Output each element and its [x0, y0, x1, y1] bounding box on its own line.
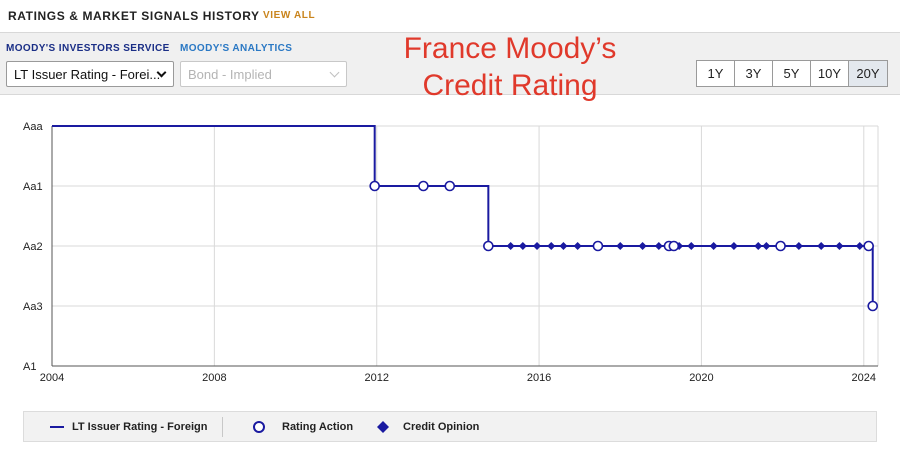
credit-opinion-marker	[533, 242, 542, 250]
rating-action-marker	[775, 240, 786, 252]
section-title: RATINGS & MARKET SIGNALS HISTORY	[8, 9, 260, 23]
period-button-10y[interactable]: 10Y	[811, 61, 849, 86]
market-signal-select[interactable]: Bond - Implied	[180, 61, 347, 87]
x-tick-label: 2020	[689, 372, 713, 384]
rating-action-marker	[418, 180, 429, 192]
annotation-overlay: France Moody’s Credit Rating	[360, 30, 660, 104]
y-tick-label: Aa3	[23, 301, 43, 313]
credit-opinion-marker	[835, 242, 844, 250]
credit-opinion-marker	[518, 242, 527, 250]
credit-opinion-marker	[573, 242, 582, 250]
credit-opinion-marker	[817, 242, 826, 250]
legend-divider	[222, 417, 223, 437]
y-tick-label: Aaa	[23, 121, 43, 133]
legend-item-line: LT Issuer Rating - Foreign	[50, 412, 207, 441]
legend-opinion-label: Credit Opinion	[403, 420, 480, 433]
credit-opinion-marker	[559, 242, 568, 250]
rating-action-marker	[592, 240, 604, 252]
rating-action-marker	[867, 300, 879, 312]
credit-opinion-marker	[687, 242, 696, 250]
legend-diamond-icon	[377, 420, 389, 433]
x-tick-label: 2004	[40, 372, 64, 384]
credit-opinion-marker	[654, 242, 663, 250]
rating-action-marker	[444, 180, 456, 192]
tab-moodys-investors-service[interactable]: MOODY'S INVESTORS SERVICE	[6, 43, 170, 54]
rating-action-marker	[863, 240, 874, 252]
y-tick-label: A1	[23, 361, 36, 373]
section-header: RATINGS & MARKET SIGNALS HISTORY VIEW AL…	[0, 0, 900, 32]
rating-history-chart: Aaa Aa1 Aa2 Aa3 A1 2004 2008 2012 2016 2020 2024	[23, 121, 879, 384]
legend-circle-icon	[253, 420, 265, 433]
x-tick-label: 2012	[364, 372, 388, 384]
view-all-link[interactable]: VIEW ALL	[263, 10, 316, 21]
credit-opinion-marker	[729, 242, 738, 250]
period-button-20y[interactable]: 20Y	[849, 61, 887, 86]
tab-moodys-analytics[interactable]: MOODY'S ANALYTICS	[180, 43, 293, 54]
rating-action-marker	[483, 240, 494, 252]
credit-opinion-marker	[616, 242, 625, 250]
series-line-lt-issuer-rating	[52, 125, 874, 306]
annotation-line-1: France Moody’s	[403, 32, 617, 65]
rating-action-marker	[668, 240, 680, 252]
credit-opinion-marker	[709, 242, 718, 250]
credit-opinion-marker	[547, 242, 556, 250]
x-tick-label: 2008	[202, 372, 226, 384]
market-signal-select-value: Bond - Implied	[188, 67, 272, 82]
chart-legend: LT Issuer Rating - Foreign Rating Action…	[23, 411, 877, 442]
credit-opinion-marker	[638, 242, 647, 250]
credit-opinion-marker	[754, 242, 763, 250]
x-tick-label: 2024	[852, 372, 876, 384]
credit-opinion-marker	[855, 242, 864, 250]
rating-type-select-value: LT Issuer Rating - Forei...	[14, 67, 161, 82]
legend-line-icon	[50, 425, 64, 428]
period-selector: 1Y 3Y 5Y 10Y 20Y	[696, 60, 888, 87]
y-tick-label: Aa2	[23, 241, 43, 253]
period-button-5y[interactable]: 5Y	[773, 61, 811, 86]
annotation-line-2: Credit Rating	[422, 69, 598, 102]
legend-action-label: Rating Action	[282, 420, 354, 433]
credit-opinion-marker	[794, 242, 803, 250]
period-button-1y[interactable]: 1Y	[697, 61, 735, 86]
y-tick-label: Aa1	[23, 181, 43, 193]
rating-action-marker	[369, 180, 380, 192]
rating-type-select[interactable]: LT Issuer Rating - Forei...	[6, 61, 174, 87]
legend-item-credit-opinion: Credit Opinion	[376, 412, 479, 441]
legend-line-label: LT Issuer Rating - Foreign	[72, 420, 208, 433]
legend-item-rating-action: Rating Action	[252, 412, 353, 441]
x-tick-label: 2016	[527, 372, 551, 384]
credit-opinion-marker	[506, 242, 515, 250]
credit-opinion-marker	[762, 242, 771, 250]
chevron-down-icon	[329, 67, 340, 78]
period-button-3y[interactable]: 3Y	[735, 61, 773, 86]
